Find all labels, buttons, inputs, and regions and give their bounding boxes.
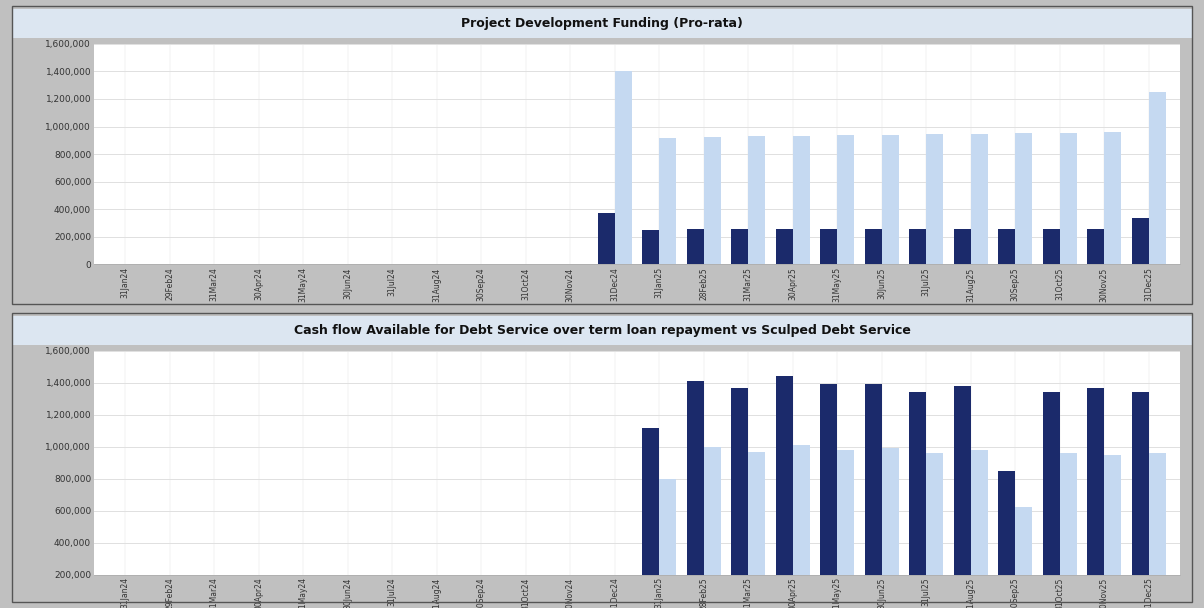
Bar (703, 137, 720, 264)
Bar (1015, 508, 1032, 607)
Bar (881, 448, 898, 607)
Bar (998, 229, 1015, 264)
Bar (1043, 229, 1060, 264)
Bar (686, 381, 703, 607)
Bar (1104, 455, 1121, 607)
Bar (659, 478, 677, 607)
Bar (970, 134, 987, 264)
Bar (748, 452, 765, 607)
Bar (998, 471, 1015, 607)
Bar (909, 392, 926, 607)
Bar (703, 447, 720, 607)
Bar (926, 453, 943, 607)
Bar (954, 386, 970, 607)
Bar (792, 136, 809, 264)
Bar (686, 229, 703, 264)
Bar (792, 445, 809, 607)
Bar (1104, 132, 1121, 264)
Bar (837, 135, 854, 264)
Bar (864, 229, 881, 264)
Bar (864, 384, 881, 607)
Bar (659, 137, 677, 264)
Bar (1043, 392, 1060, 607)
Bar (1060, 133, 1076, 264)
Bar (1149, 92, 1165, 264)
Bar (775, 376, 792, 607)
Bar (615, 71, 632, 264)
Bar (881, 135, 898, 264)
Bar (820, 384, 837, 607)
Bar (1087, 387, 1104, 607)
Bar (642, 427, 659, 607)
Text: Project Development Funding (Pro-rata): Project Development Funding (Pro-rata) (461, 16, 743, 30)
Bar (954, 229, 970, 264)
Bar (1132, 218, 1149, 264)
Bar (926, 134, 943, 264)
Bar (642, 230, 659, 264)
Bar (970, 450, 987, 607)
Bar (820, 229, 837, 264)
Bar (909, 229, 926, 264)
Bar (1087, 229, 1104, 264)
Bar (837, 450, 854, 607)
Bar (731, 229, 748, 264)
Bar (1015, 133, 1032, 264)
Bar (1060, 453, 1076, 607)
Bar (597, 213, 615, 264)
Bar (731, 387, 748, 607)
Text: Cash flow Available for Debt Service over term loan repayment vs Sculped Debt Se: Cash flow Available for Debt Service ove… (294, 323, 910, 337)
Bar (1132, 392, 1149, 607)
Legend: Construction Loan Drawdown, Equity Drawdown: Construction Loan Drawdown, Equity Drawd… (497, 353, 777, 363)
Bar (775, 229, 792, 264)
Bar (748, 136, 765, 264)
Bar (1149, 453, 1165, 607)
